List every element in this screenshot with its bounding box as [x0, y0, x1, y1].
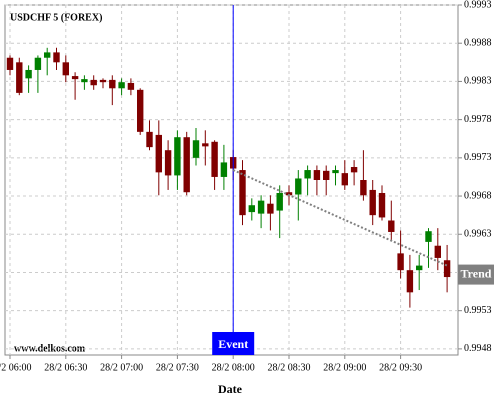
candle-body — [211, 141, 218, 177]
candle-body — [257, 200, 265, 214]
candle-body — [99, 79, 107, 83]
y-tick-label: 0.9963 — [464, 229, 492, 240]
candle-body — [90, 79, 97, 86]
candle-body — [443, 260, 451, 278]
candle-body — [378, 192, 386, 218]
candle-body — [192, 140, 200, 158]
candle-body — [360, 180, 367, 196]
candle-body — [155, 134, 162, 173]
x-tick-label: 28/2 09:30 — [379, 362, 422, 373]
candle-body — [285, 192, 293, 196]
x-tick-label: 28/2 07:00 — [100, 362, 143, 373]
candle-body — [406, 270, 414, 293]
candle-body — [388, 220, 395, 232]
candle-body — [25, 69, 32, 79]
candle-body — [220, 162, 228, 177]
candle-body — [183, 137, 190, 193]
candle-body — [109, 79, 116, 89]
x-tick-label: 28/2 06:00 — [0, 362, 32, 373]
trend-label: Trend — [461, 266, 492, 280]
y-tick-label: 0.9953 — [464, 305, 492, 316]
trend-box — [458, 264, 494, 285]
candle-body — [44, 52, 51, 58]
candle-body — [313, 170, 321, 180]
candle-body — [323, 170, 330, 180]
candle-body — [164, 150, 172, 176]
chart-title: USDCHF 5 (FOREX) — [10, 12, 102, 23]
candle-body — [434, 245, 441, 258]
candle-body — [202, 143, 209, 147]
candle-body — [276, 192, 283, 211]
candle-body — [137, 89, 144, 132]
candle-body — [341, 173, 348, 186]
candle-body — [369, 189, 376, 216]
y-tick-label: 0.9988 — [464, 38, 492, 49]
candle-body — [174, 137, 181, 176]
x-tick-label: 28/2 09:00 — [323, 362, 366, 373]
candle-body — [248, 205, 255, 213]
event-box — [212, 332, 255, 355]
y-tick-label: 0.9993 — [464, 0, 492, 10]
x-tick-label: 28/2 08:30 — [267, 362, 310, 373]
event-label: Event — [218, 337, 248, 351]
candle-body — [118, 82, 125, 89]
candle-body — [53, 52, 60, 63]
candle-body — [350, 167, 358, 173]
candle-body — [304, 170, 311, 179]
x-axis-label: Date — [218, 382, 243, 396]
candle-body — [34, 57, 42, 70]
y-tick-label: 0.9978 — [464, 114, 492, 125]
candle-body — [295, 178, 302, 195]
x-tick-label: 28/2 07:30 — [156, 362, 199, 373]
candle-body — [146, 131, 153, 148]
candle-body — [416, 265, 423, 271]
candle-body — [425, 231, 432, 242]
candle-body — [81, 79, 88, 83]
x-tick-label: 28/2 08:00 — [212, 362, 255, 373]
trend-line — [232, 169, 448, 267]
candle-body — [397, 253, 404, 271]
candle-body — [267, 203, 274, 214]
candle-body — [332, 170, 339, 174]
y-tick-label: 0.9948 — [464, 343, 492, 354]
candle-body — [71, 76, 79, 80]
y-tick-label: 0.9973 — [464, 152, 492, 163]
x-tick-label: 28/2 06:30 — [44, 362, 87, 373]
y-tick-label: 0.9968 — [464, 190, 492, 201]
candle-body — [62, 62, 69, 76]
candle-body — [239, 170, 246, 216]
candle-body — [127, 82, 135, 90]
candle-body — [6, 57, 14, 70]
candle-body — [16, 62, 23, 93]
y-tick-label: 0.9983 — [464, 76, 492, 87]
